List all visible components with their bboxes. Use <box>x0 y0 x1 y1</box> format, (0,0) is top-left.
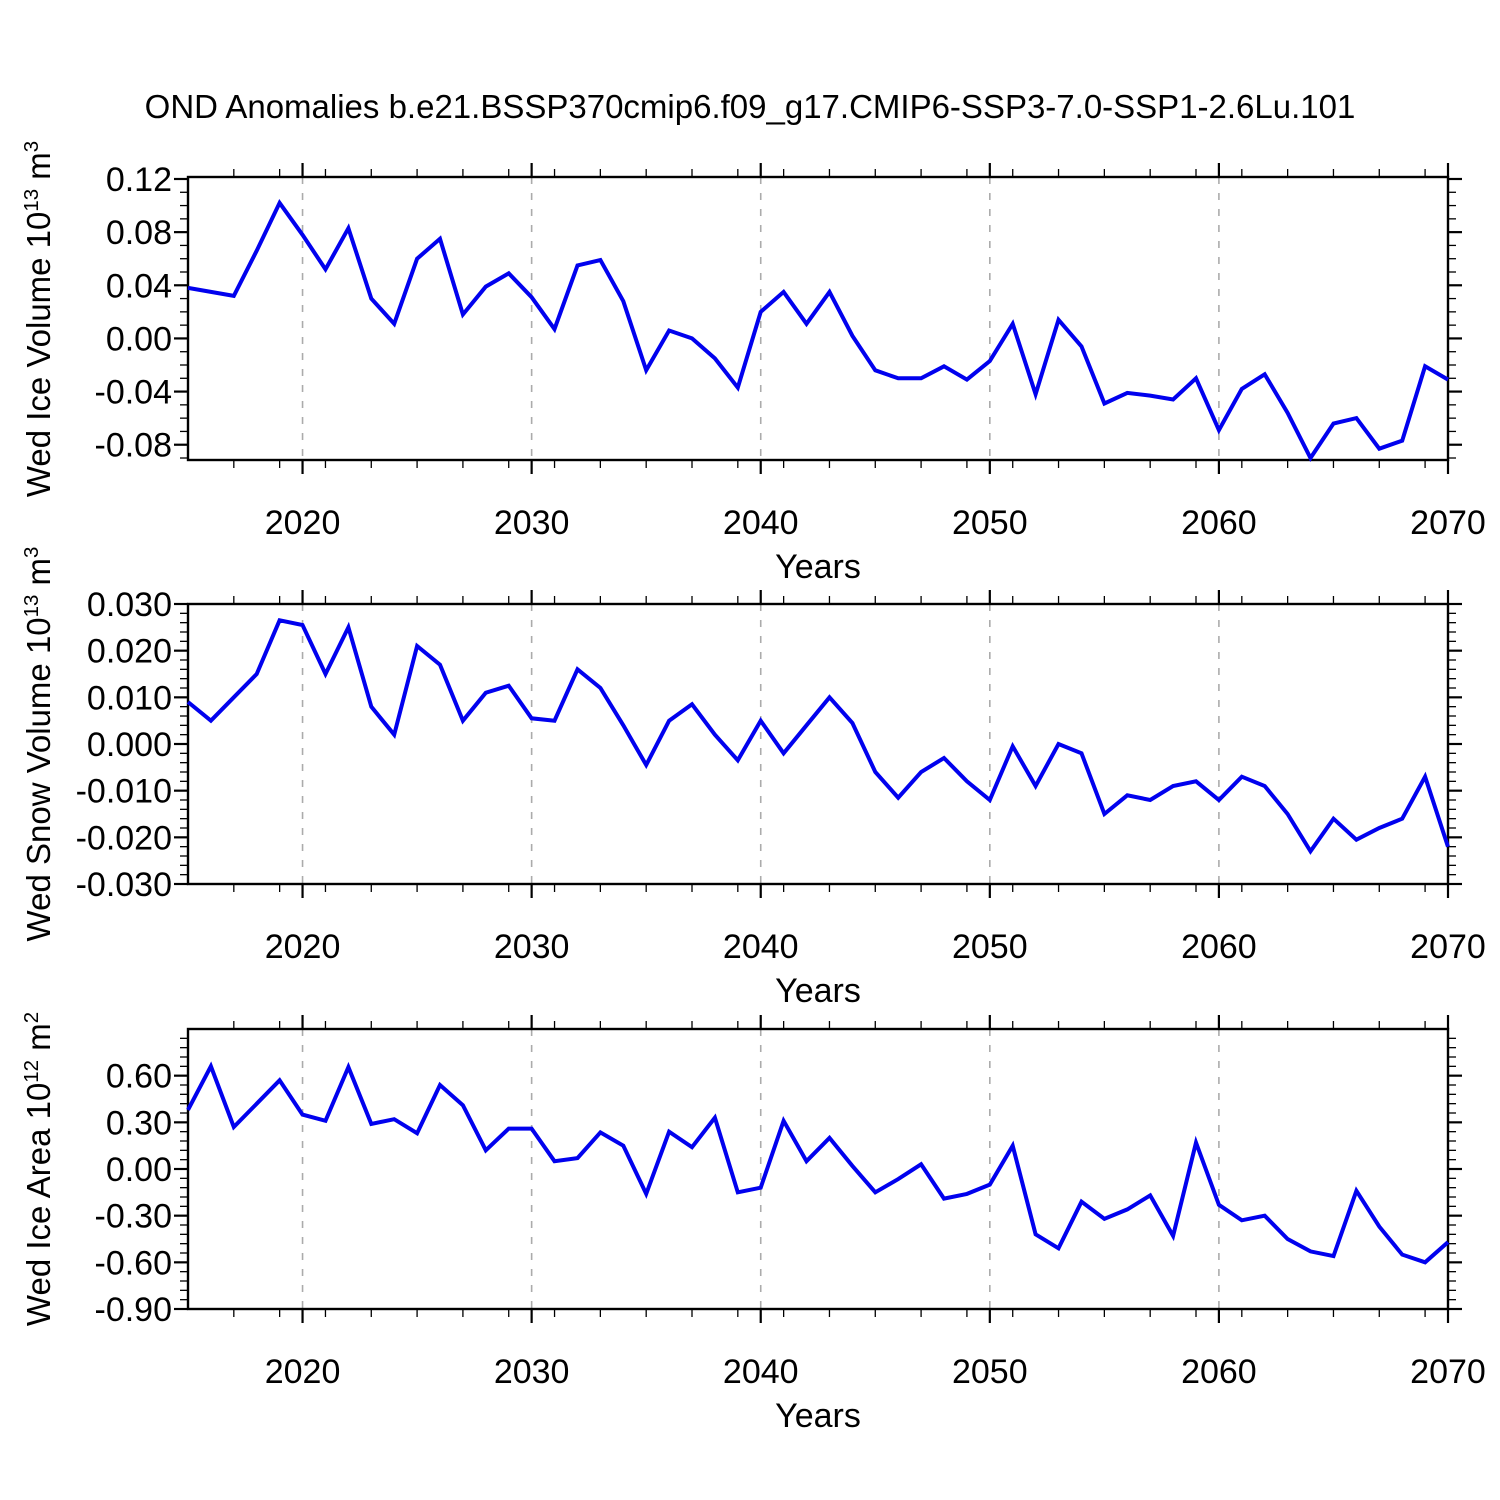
x-tick-label: 2060 <box>1181 1353 1257 1391</box>
y-axis-label-unit: m <box>20 151 57 189</box>
y-tick-label: -0.030 <box>76 866 172 904</box>
y-tick-label: -0.30 <box>95 1198 173 1236</box>
y-axis-label-unit-exponent: 2 <box>20 1011 43 1024</box>
data-series-line <box>186 1061 1450 1265</box>
y-axis-label-ice-volume: Wed Ice Volume 1013 m3 <box>10 140 68 496</box>
x-tick-label: 2050 <box>952 1353 1028 1391</box>
x-tick-label: 2060 <box>1181 504 1257 542</box>
x-axis-label-panel3: Years <box>775 1397 861 1435</box>
x-tick-label: 2020 <box>265 1353 341 1391</box>
y-tick-label: 0.30 <box>106 1104 172 1142</box>
y-tick-label: -0.020 <box>76 819 172 857</box>
y-axis-label-snow-volume: Wed Snow Volume 1013 m3 <box>10 547 68 942</box>
y-tick-label: -0.010 <box>76 773 172 811</box>
x-tick-label: 2050 <box>952 928 1028 966</box>
y-axis-label-unit: m <box>20 1023 57 1060</box>
plot-frame <box>186 602 1450 886</box>
y-tick-label: 0.08 <box>106 214 172 252</box>
y-axis-label-unit: m <box>20 557 57 595</box>
y-tick-label: 0.00 <box>106 320 172 358</box>
y-tick-label: 0.04 <box>106 267 172 305</box>
x-tick-label: 2030 <box>494 928 570 966</box>
x-tick-label: 2040 <box>723 1353 799 1391</box>
x-tick-label: 2040 <box>723 504 799 542</box>
x-tick-label: 2050 <box>952 504 1028 542</box>
y-axis-label-exponent: 12 <box>20 1059 43 1083</box>
y-tick-label: -0.90 <box>95 1291 173 1329</box>
x-tick-label: 2060 <box>1181 928 1257 966</box>
y-tick-label: 0.00 <box>106 1151 172 1189</box>
x-tick-label: 2020 <box>265 504 341 542</box>
y-axis-label-ice-area: Wed Ice Area 1012 m2 <box>10 1012 68 1326</box>
data-series-line <box>187 198 1450 462</box>
x-tick-label: 2070 <box>1410 1353 1486 1391</box>
data-series-line <box>186 618 1450 855</box>
y-tick-label: 0.000 <box>87 726 172 764</box>
y-tick-label: -0.04 <box>95 374 173 412</box>
x-tick-label: 2030 <box>494 504 570 542</box>
x-tick-label: 2070 <box>1410 928 1486 966</box>
y-tick-label: 0.010 <box>87 679 172 717</box>
x-tick-label: 2040 <box>723 928 799 966</box>
y-tick-label: -0.08 <box>95 427 173 465</box>
x-tick-label: 2070 <box>1410 504 1486 542</box>
x-axis-label-panel2: Years <box>775 972 861 1010</box>
y-tick-label: 0.020 <box>87 633 172 671</box>
y-axis-label-exponent: 13 <box>20 188 43 212</box>
y-tick-label: 0.60 <box>106 1058 172 1096</box>
x-tick-label: 2030 <box>494 1353 570 1391</box>
y-tick-label: 0.12 <box>106 161 172 199</box>
x-axis-label-panel1: Years <box>775 548 861 586</box>
page-title: OND Anomalies b.e21.BSSP370cmip6.f09_g17… <box>144 88 1356 125</box>
y-axis-label-unit-exponent: 3 <box>20 140 43 152</box>
y-axis-label-unit-exponent: 3 <box>20 546 43 558</box>
y-axis-label-text: Wed Ice Volume 10 <box>20 211 57 497</box>
y-axis-label-exponent: 13 <box>20 594 43 618</box>
y-axis-label-text: Wed Ice Area 10 <box>20 1082 57 1327</box>
y-tick-label: -0.60 <box>95 1244 173 1282</box>
plot-frame <box>186 175 1450 462</box>
plot-frame <box>186 1027 1450 1311</box>
y-tick-label: 0.030 <box>87 586 172 624</box>
y-axis-label-text: Wed Snow Volume 10 <box>20 617 57 942</box>
x-tick-label: 2020 <box>265 928 341 966</box>
